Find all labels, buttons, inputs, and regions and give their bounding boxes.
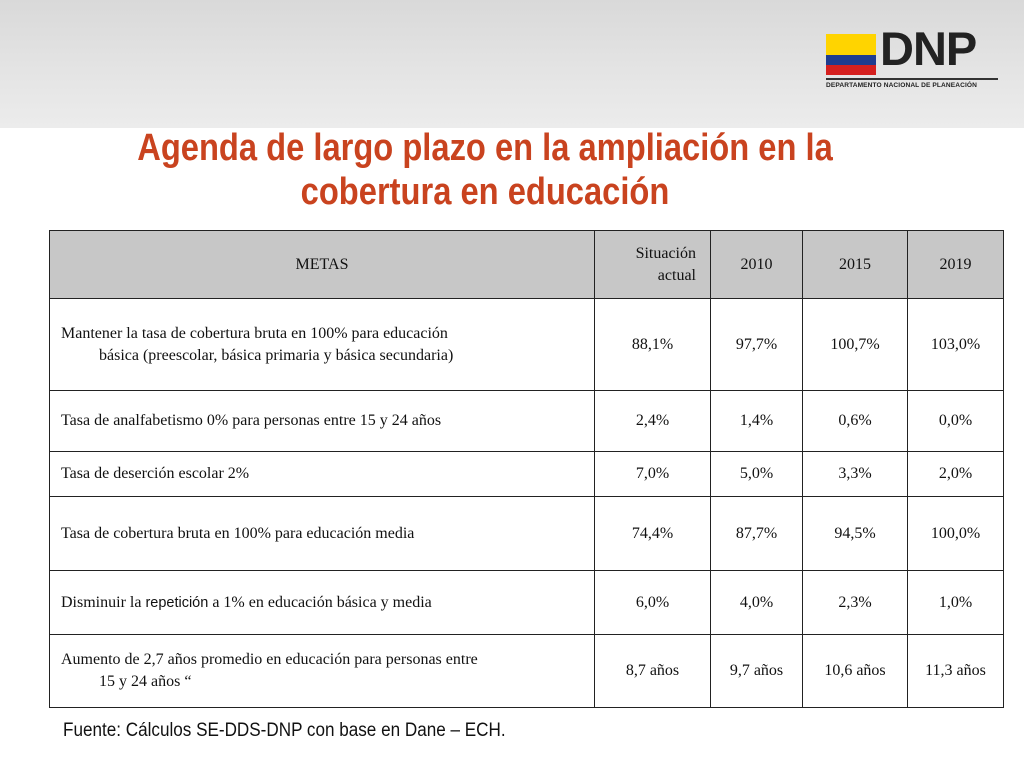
metas-table: METAS Situación actual 2010 2015 2019 Ma… [49,230,1004,708]
cell-2019: 100,0% [907,496,1004,571]
header-metas: METAS [49,230,595,299]
logo-subtitle: DEPARTAMENTO NACIONAL DE PLANEACIÓN [826,82,978,89]
cell-2019: 0,0% [907,390,1004,452]
table-header-row: METAS Situación actual 2010 2015 2019 [49,230,1004,299]
cell-2015: 2,3% [802,570,908,635]
meta-cell: Tasa de analfabetismo 0% para personas e… [49,390,595,452]
cell-actual: 2,4% [594,390,711,452]
cell-actual: 88,1% [594,298,711,391]
meta-text-part-a: Disminuir la [61,593,146,611]
header-2015: 2015 [802,230,908,299]
cell-2010: 1,4% [710,390,803,452]
cell-2010: 4,0% [710,570,803,635]
cell-2010: 97,7% [710,298,803,391]
cell-2019: 2,0% [907,451,1004,497]
slide-title-line-1: Agenda de largo plazo en la ampliación e… [137,127,833,169]
meta-text-part-c: a 1% en educación básica y media [208,593,432,611]
table-row: Tasa de analfabetismo 0% para personas e… [49,390,1004,452]
meta-cell: Mantener la tasa de cobertura bruta en 1… [49,298,595,391]
cell-actual: 74,4% [594,496,711,571]
cell-2015: 3,3% [802,451,908,497]
cell-2010: 5,0% [710,451,803,497]
cell-2015: 10,6 años [802,634,908,708]
header-situacion-line-2: actual [657,266,696,284]
cell-2015: 94,5% [802,496,908,571]
meta-text-line-2: básica (preescolar, básica primaria y bá… [99,346,454,364]
table-row: Tasa de cobertura bruta en 100% para edu… [49,496,1004,571]
meta-cell: Tasa de deserción escolar 2% [49,451,595,497]
meta-text-part-b: repetición [145,594,209,611]
meta-text-line-2: 15 y 24 años “ [99,673,192,690]
header-2010: 2010 [710,230,803,299]
meta-text-line-1: Aumento de 2,7 años promedio en educació… [61,651,478,668]
cell-2019: 1,0% [907,570,1004,635]
dnp-logo: DNP DEPARTAMENTO NACIONAL DE PLANEACIÓN [826,25,1002,92]
cell-actual: 8,7 años [594,634,711,708]
cell-2015: 0,6% [802,390,908,452]
cell-2019: 11,3 años [907,634,1004,708]
meta-cell: Disminuir la repetición a 1% en educació… [49,570,595,635]
cell-actual: 7,0% [594,451,711,497]
meta-cell: Aumento de 2,7 años promedio en educació… [49,634,595,708]
cell-2015: 100,7% [802,298,908,391]
slide-title: Agenda de largo plazo en la ampliación e… [102,126,867,214]
meta-text-line-1: Mantener la tasa de cobertura bruta en 1… [61,324,448,342]
cell-2010: 87,7% [710,496,803,571]
cell-2010: 9,7 años [710,634,803,708]
table-row: Tasa de deserción escolar 2% 7,0% 5,0% 3… [49,451,1004,497]
table-row: Mantener la tasa de cobertura bruta en 1… [49,298,1004,391]
header-situacion-line-1: Situación [635,244,696,262]
logo-divider [826,78,998,80]
cell-2019: 103,0% [907,298,1004,391]
source-note: Fuente: Cálculos SE-DDS-DNP con base en … [63,720,506,741]
cell-actual: 6,0% [594,570,711,635]
colombia-flag-icon [826,34,876,75]
header-2019: 2019 [907,230,1004,299]
slide-title-line-2: cobertura en educación [300,171,670,213]
header-situacion-actual: Situación actual [594,230,711,299]
meta-cell: Tasa de cobertura bruta en 100% para edu… [49,496,595,571]
table-row: Disminuir la repetición a 1% en educació… [49,570,1004,635]
logo-text: DNP [880,22,977,75]
table-row: Aumento de 2,7 años promedio en educació… [49,634,1004,708]
